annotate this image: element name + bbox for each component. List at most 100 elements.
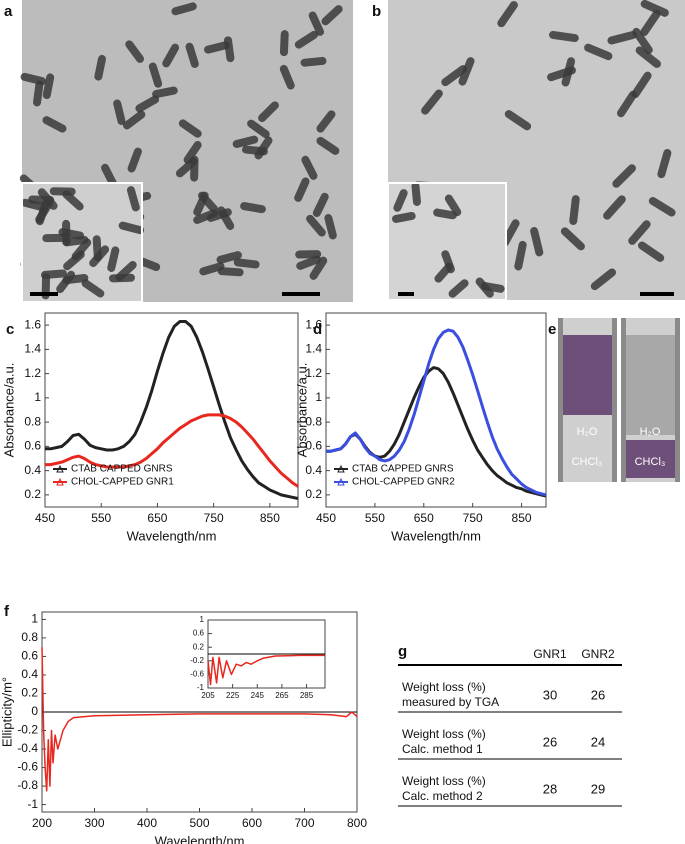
nanorod <box>549 30 579 43</box>
nanorod <box>603 195 626 220</box>
row-label: Weight loss (%) <box>402 680 486 694</box>
nanorod <box>127 147 142 173</box>
column-header: GNR1 <box>533 647 567 661</box>
nanorod <box>101 163 118 188</box>
nanorod <box>247 119 270 139</box>
y-tick-label: 0.8 <box>305 414 322 428</box>
nanorod <box>433 208 457 220</box>
y-axis-label: Ellipticity/m° <box>0 677 14 747</box>
nanorod <box>607 30 637 45</box>
nanorod <box>122 110 146 130</box>
nanorod <box>308 11 325 36</box>
nanorod <box>152 86 178 99</box>
nanorod <box>569 195 580 225</box>
nanorod <box>628 220 651 245</box>
y-tick-label: 0.2 <box>24 487 41 501</box>
y-tick-label: -0.2 <box>17 723 38 737</box>
panel-label: g <box>398 643 407 660</box>
x-tick-label: 200 <box>32 816 52 830</box>
nanorod <box>421 89 443 115</box>
data-line <box>207 654 325 686</box>
legend-marker <box>56 464 64 473</box>
y-tick-label: 1.2 <box>24 366 41 380</box>
data-line <box>45 413 299 488</box>
nanorod <box>89 245 110 267</box>
nanorod <box>617 90 637 118</box>
nanorod <box>514 240 527 271</box>
nanorod <box>162 43 180 68</box>
row-label: Calc. method 1 <box>402 742 483 756</box>
y-tick-label: -1 <box>197 683 205 692</box>
x-axis-label: Wavelength/nm <box>391 528 481 543</box>
nanorod <box>411 182 421 206</box>
x-tick-label: 550 <box>91 511 111 525</box>
data-line <box>45 320 299 500</box>
nanorod <box>632 27 653 54</box>
inset-frame <box>21 182 143 303</box>
nanorod <box>441 65 468 87</box>
nanorod <box>42 73 55 100</box>
plot-frame <box>325 312 547 508</box>
table-cell: 26 <box>543 734 557 749</box>
data-line <box>41 647 358 792</box>
nanorod <box>530 227 544 257</box>
nanorod <box>206 208 232 222</box>
row-label: Calc. method 2 <box>402 789 483 803</box>
x-tick-label: 850 <box>512 511 532 525</box>
panel-label: f <box>4 603 10 620</box>
nanorod <box>475 277 494 298</box>
nanorod <box>316 136 340 155</box>
nanorod <box>62 235 89 247</box>
photo-label: H₂O <box>640 426 661 438</box>
nanorod <box>561 57 576 87</box>
nanorod <box>584 43 613 61</box>
y-tick-label: 0.4 <box>24 463 41 477</box>
nanorod <box>306 214 326 237</box>
nanorod <box>638 241 665 262</box>
y-axis-label: Absorbance/a.u. <box>1 363 16 458</box>
legend-marker <box>56 477 64 486</box>
table-cell: 30 <box>543 687 557 702</box>
y-tick-label: -0.6 <box>190 670 204 679</box>
nanorod <box>33 80 44 107</box>
nanorod <box>657 149 672 179</box>
y-tick-label: 1 <box>200 615 205 624</box>
nanorod <box>391 211 416 223</box>
nanorod <box>504 110 532 131</box>
nanorod <box>107 246 120 272</box>
y-tick-label: 1.6 <box>24 317 41 331</box>
x-tick-label: 800 <box>347 816 367 830</box>
photo-label: H₂O <box>577 426 598 438</box>
nanorod <box>316 110 336 133</box>
photo-label: CHCl₃ <box>635 456 666 468</box>
y-tick-label: 0 <box>31 704 38 718</box>
y-tick-label: 1.4 <box>24 342 41 356</box>
table-cell: 29 <box>591 781 605 796</box>
legend-label: CTAB CAPPED GNRS <box>71 464 173 475</box>
nanorod <box>296 255 322 270</box>
x-tick-label: 450 <box>35 511 55 525</box>
x-tick-label: 265 <box>275 691 289 700</box>
nanorod <box>62 190 84 211</box>
scale-bar <box>640 292 674 296</box>
inset-frame <box>387 182 507 301</box>
scale-bar <box>398 292 414 296</box>
nanorod <box>640 0 669 17</box>
y-axis-label: Absorbance/a.u. <box>294 363 309 458</box>
legend-label: CHOL-CAPPED GNR1 <box>71 477 174 488</box>
nanorod <box>217 267 244 277</box>
x-axis-label: Wavelength/nm <box>127 528 217 543</box>
y-tick-label: 0.6 <box>193 629 205 638</box>
nanorod <box>135 95 160 113</box>
y-tick-label: 1.2 <box>305 366 322 380</box>
nanorod <box>241 145 268 156</box>
nanorod <box>185 42 199 68</box>
panel-label: e <box>548 321 556 338</box>
panel-label: c <box>6 321 14 338</box>
nanorod <box>560 227 585 251</box>
y-tick-label: 0.2 <box>305 487 322 501</box>
x-tick-label: 750 <box>463 511 483 525</box>
table-cell: 26 <box>591 687 605 702</box>
nanorod <box>393 189 408 212</box>
